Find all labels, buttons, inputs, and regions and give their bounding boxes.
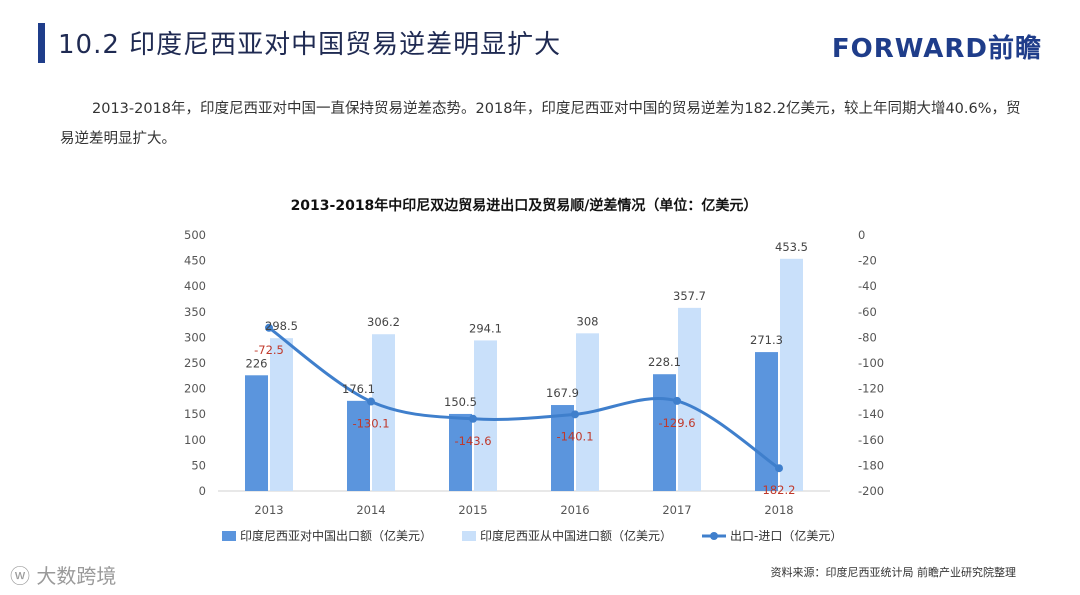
export-value-label: 228.1: [648, 355, 681, 369]
export-bar: [755, 352, 778, 491]
weibo-logo-icon: ⓦ: [10, 564, 37, 588]
balance-value-label: -140.1: [556, 429, 593, 443]
left-axis-tick-label: 350: [184, 305, 206, 319]
import-value-label: 306.2: [367, 315, 400, 329]
export-value-label: 150.5: [444, 395, 477, 409]
right-axis-tick-label: -20: [858, 254, 877, 268]
watermark: ⓦ 大数跨境: [10, 560, 116, 589]
legend-import-swatch: [462, 531, 476, 541]
right-axis-tick-label: -40: [858, 279, 877, 293]
balance-point: [367, 397, 375, 406]
right-axis-tick-label: -180: [858, 458, 884, 472]
chart-title: 2013-2018年中印尼双边贸易进出口及贸易顺/逆差情况（单位：亿美元）: [291, 197, 758, 214]
balance-value-label: 182.2: [763, 483, 796, 497]
left-axis-tick-label: 400: [184, 279, 206, 293]
export-value-label: 167.9: [546, 386, 579, 400]
balance-value-label: -143.6: [454, 434, 491, 448]
balance-value-label: -129.6: [658, 416, 695, 430]
x-axis-tick-label: 2016: [560, 503, 589, 517]
import-bar: [372, 334, 395, 491]
export-bar: [347, 400, 370, 491]
import-bar: [678, 307, 701, 491]
left-axis-tick-label: 250: [184, 356, 206, 370]
legend-balance-label: 出口-进口（亿美元）: [730, 528, 842, 543]
balance-line: [268, 326, 780, 470]
balance-value-label: -130.1: [352, 417, 389, 431]
brand-logo: FORWARD前瞻: [831, 34, 1042, 64]
right-axis-tick-label: -160: [858, 433, 884, 447]
balance-point: [265, 323, 273, 332]
export-value-label: 176.1: [342, 382, 375, 396]
right-axis-tick-label: -80: [858, 330, 877, 344]
import-value-label: 298.5: [265, 319, 298, 333]
import-bar: [474, 340, 497, 491]
export-value-label: 226: [246, 356, 268, 370]
left-axis-tick-label: 100: [184, 433, 206, 447]
right-axis-tick-label: -120: [858, 382, 884, 396]
left-axis-tick-label: 200: [184, 382, 206, 396]
title-accent-bar: [38, 23, 45, 63]
balance-value-label: -72.5: [254, 343, 284, 357]
import-value-label: 294.1: [469, 321, 502, 335]
right-axis-tick-label: 0: [858, 228, 865, 242]
balance-point: [469, 414, 477, 423]
left-axis-tick-label: 500: [184, 228, 206, 242]
left-axis-tick-label: 300: [184, 330, 206, 344]
watermark-text: 大数跨境: [36, 564, 117, 588]
right-axis-tick-label: -60: [858, 305, 877, 319]
import-bar: [780, 258, 803, 491]
legend-export-label: 印度尼西亚对中国出口额（亿美元）: [240, 528, 432, 543]
balance-point: [673, 396, 681, 405]
export-bar: [245, 375, 268, 491]
x-axis-tick-label: 2018: [764, 503, 793, 517]
import-value-label: 308: [577, 314, 599, 328]
export-bar: [653, 374, 676, 491]
legend-export-swatch: [222, 531, 236, 541]
export-bar: [551, 405, 574, 491]
x-axis-tick-label: 2013: [254, 503, 283, 517]
right-axis-tick-label: -200: [858, 484, 884, 498]
import-bar: [270, 338, 293, 491]
export-value-label: 271.3: [750, 333, 783, 347]
balance-point: [571, 410, 579, 419]
legend-import-label: 印度尼西亚从中国进口额（亿美元）: [480, 528, 672, 543]
x-axis-tick-label: 2015: [458, 503, 487, 517]
left-axis-tick-label: 0: [199, 484, 206, 498]
left-axis-tick-label: 150: [184, 407, 206, 421]
import-value-label: 357.7: [673, 289, 706, 303]
x-axis-tick-label: 2014: [356, 503, 385, 517]
page-title: 10.2 印度尼西亚对中国贸易逆差明显扩大: [58, 30, 562, 60]
intro-paragraph: 2013-2018年，印度尼西亚对中国一直保持贸易逆差态势。2018年，印度尼西…: [60, 101, 1021, 147]
left-axis-tick-label: 50: [191, 458, 206, 472]
balance-point: [775, 464, 783, 473]
source-note: 资料来源：印度尼西亚统计局 前瞻产业研究院整理: [770, 566, 1017, 579]
x-axis-tick-label: 2017: [662, 503, 691, 517]
export-bar: [449, 413, 472, 491]
right-axis-tick-label: -100: [858, 356, 884, 370]
left-axis-tick-label: 450: [184, 254, 206, 268]
legend-balance-marker: [710, 532, 718, 540]
right-axis-tick-label: -140: [858, 407, 884, 421]
import-value-label: 453.5: [775, 240, 808, 254]
